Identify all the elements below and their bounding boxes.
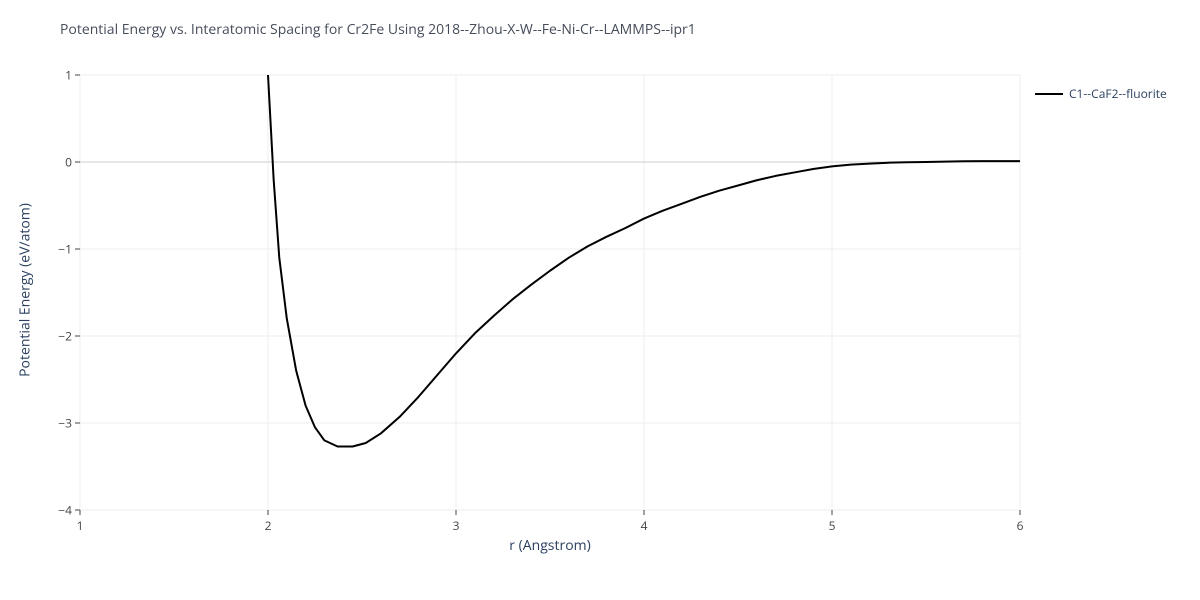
legend-swatch bbox=[1035, 93, 1063, 95]
x-tick-label: 3 bbox=[453, 517, 460, 534]
y-tick-label: −1 bbox=[58, 241, 72, 258]
y-tick-label: 0 bbox=[65, 154, 72, 171]
x-tick-label: 5 bbox=[829, 517, 836, 534]
y-tick-label: −3 bbox=[58, 415, 72, 432]
legend-label: C1--CaF2--fluorite bbox=[1069, 85, 1167, 102]
x-tick-label: 2 bbox=[265, 517, 272, 534]
x-axis-label: r (Angstrom) bbox=[509, 536, 590, 555]
y-tick-label: 1 bbox=[65, 67, 72, 84]
chart-svg bbox=[0, 0, 1200, 600]
y-tick-label: −4 bbox=[58, 502, 72, 519]
chart-title: Potential Energy vs. Interatomic Spacing… bbox=[60, 20, 696, 39]
y-axis-label: Potential Energy (eV/atom) bbox=[16, 203, 35, 377]
y-tick-label: −2 bbox=[58, 328, 72, 345]
legend-item[interactable]: C1--CaF2--fluorite bbox=[1035, 85, 1167, 102]
x-tick-label: 1 bbox=[77, 517, 84, 534]
x-tick-label: 4 bbox=[641, 517, 648, 534]
x-tick-label: 6 bbox=[1017, 517, 1024, 534]
